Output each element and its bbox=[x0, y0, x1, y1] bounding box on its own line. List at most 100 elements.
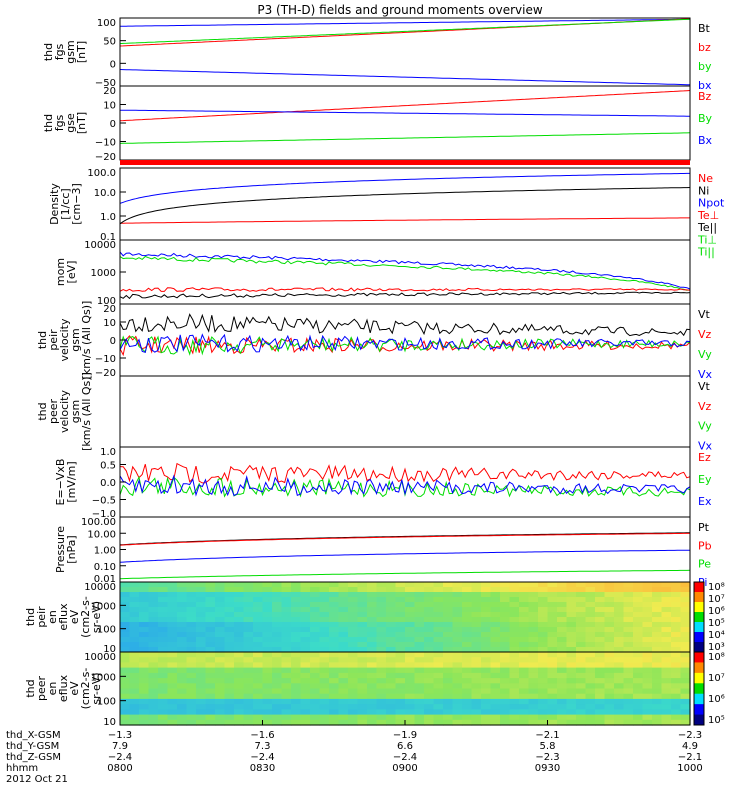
heatmap-cell bbox=[652, 667, 663, 674]
heatmap-cell bbox=[443, 622, 454, 628]
heatmap-cell bbox=[338, 622, 349, 628]
heatmap-cell bbox=[585, 652, 596, 658]
heatmap-cell bbox=[329, 627, 340, 633]
heatmap-cell bbox=[120, 688, 131, 695]
heatmap-cell bbox=[234, 622, 245, 628]
heatmap-cell bbox=[585, 587, 596, 593]
heatmap-cell bbox=[547, 657, 558, 663]
heatmap-cell bbox=[215, 597, 226, 603]
heatmap-cell bbox=[652, 587, 663, 593]
heatmap-cell bbox=[139, 602, 150, 608]
heatmap-cell bbox=[462, 607, 473, 613]
heatmap-cell bbox=[642, 632, 653, 638]
heatmap-cell bbox=[490, 672, 501, 679]
heatmap-cell bbox=[139, 714, 150, 721]
heatmap-cell bbox=[633, 683, 644, 690]
y-tick-label: 100.00 bbox=[81, 517, 116, 528]
heatmap-cell bbox=[538, 587, 549, 593]
heatmap-cell bbox=[642, 667, 653, 674]
heatmap-cell bbox=[661, 714, 672, 721]
heatmap-cell bbox=[576, 612, 587, 618]
heatmap-cell bbox=[262, 607, 273, 613]
heatmap-cell bbox=[243, 667, 254, 674]
y-tick-label: 100 bbox=[97, 296, 116, 307]
heatmap-cell bbox=[205, 714, 216, 721]
heatmap-cell bbox=[319, 683, 330, 690]
heatmap-cell bbox=[490, 657, 501, 663]
heatmap-cell bbox=[652, 617, 663, 623]
heatmap-cell bbox=[310, 652, 321, 658]
heatmap-cell bbox=[538, 662, 549, 669]
heatmap-cell bbox=[262, 647, 273, 653]
heatmap-cell bbox=[215, 607, 226, 613]
colorbar-segment bbox=[694, 592, 704, 603]
heatmap-cell bbox=[329, 587, 340, 593]
heatmap-cell bbox=[633, 582, 644, 588]
heatmap-cell bbox=[253, 662, 264, 669]
heatmap-cell bbox=[253, 672, 264, 679]
heatmap-cell bbox=[414, 709, 425, 716]
heatmap-cell bbox=[661, 652, 672, 658]
heatmap-cell bbox=[661, 637, 672, 643]
heatmap-cell bbox=[566, 587, 577, 593]
y-axis-label: gsm bbox=[69, 400, 82, 423]
heatmap-cell bbox=[585, 709, 596, 716]
heatmap-cell bbox=[357, 647, 368, 653]
heatmap-cell bbox=[471, 714, 482, 721]
heatmap-cell bbox=[348, 637, 359, 643]
heatmap-cell bbox=[310, 714, 321, 721]
heatmap-cell bbox=[281, 602, 292, 608]
heatmap-cell bbox=[338, 693, 349, 700]
heatmap-cell bbox=[614, 657, 625, 663]
heatmap-cell bbox=[405, 657, 416, 663]
heatmap-cell bbox=[224, 612, 235, 618]
heatmap-cell bbox=[500, 662, 511, 669]
heatmap-cell bbox=[604, 688, 615, 695]
heatmap-cell bbox=[680, 688, 691, 695]
heatmap-cell bbox=[481, 597, 492, 603]
heatmap-cell bbox=[215, 647, 226, 653]
heatmap-cell bbox=[348, 714, 359, 721]
heatmap-cell bbox=[623, 622, 634, 628]
heatmap-cell bbox=[642, 714, 653, 721]
heatmap-cell bbox=[367, 662, 378, 669]
heatmap-cell bbox=[566, 622, 577, 628]
heatmap-cell bbox=[319, 704, 330, 710]
y-tick-label: 0.0 bbox=[100, 478, 116, 489]
heatmap-cell bbox=[462, 642, 473, 648]
heatmap-cell bbox=[528, 637, 539, 643]
heatmap-cell bbox=[500, 602, 511, 608]
heatmap-cell bbox=[262, 657, 273, 663]
y-axis-label: peer bbox=[47, 399, 60, 425]
heatmap-cell bbox=[576, 678, 587, 684]
heatmap-cell bbox=[604, 582, 615, 588]
colorbar-label: 10⁷ bbox=[708, 673, 725, 684]
heatmap-cell bbox=[186, 607, 197, 613]
heatmap-cell bbox=[215, 714, 226, 721]
heatmap-cell bbox=[300, 704, 311, 710]
heatmap-cell bbox=[471, 667, 482, 674]
heatmap-cell bbox=[614, 602, 625, 608]
heatmap-cell bbox=[671, 714, 682, 721]
heatmap-cell bbox=[205, 662, 216, 669]
heatmap-cell bbox=[500, 719, 511, 726]
heatmap-cell bbox=[452, 657, 463, 663]
heatmap-cell bbox=[348, 688, 359, 695]
heatmap-cell bbox=[395, 607, 406, 613]
heatmap-cell bbox=[424, 719, 435, 726]
heatmap-cell bbox=[395, 582, 406, 588]
heatmap-cell bbox=[585, 632, 596, 638]
heatmap-cell bbox=[481, 667, 492, 674]
heatmap-cell bbox=[234, 652, 245, 658]
heatmap-cell bbox=[148, 582, 159, 588]
heatmap-cell bbox=[196, 688, 207, 695]
heatmap-cell bbox=[443, 617, 454, 623]
y-axis-label: peir bbox=[35, 606, 48, 628]
heatmap-cell bbox=[148, 612, 159, 618]
heatmap-cell bbox=[120, 657, 131, 663]
heatmap-cell bbox=[129, 632, 140, 638]
heatmap-cell bbox=[234, 602, 245, 608]
heatmap-cell bbox=[547, 672, 558, 679]
heatmap-cell bbox=[281, 622, 292, 628]
heatmap-cell bbox=[566, 714, 577, 721]
